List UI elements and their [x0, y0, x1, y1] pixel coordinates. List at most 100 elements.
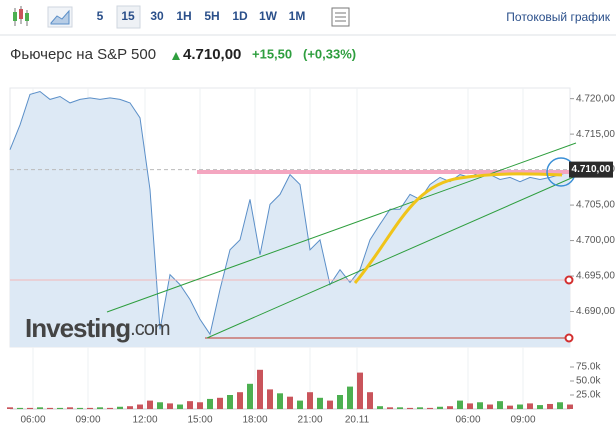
volume-bar: [137, 404, 143, 409]
volume-bar: [267, 389, 273, 409]
volume-bar: [307, 392, 313, 409]
volume-bar: [437, 406, 443, 409]
y-tick-label: 4.705,00: [576, 200, 615, 211]
volume-bar: [397, 407, 403, 409]
volume-bar: [447, 406, 453, 409]
last-price: 4.710,00: [183, 46, 241, 63]
volume-bar: [557, 402, 563, 409]
volume-bar: [247, 383, 253, 409]
stream-link[interactable]: Потоковый график: [506, 10, 610, 24]
interval-button[interactable]: 30: [150, 9, 164, 23]
volume-bar: [57, 407, 63, 409]
y2-tick-label: 75.0k: [576, 362, 601, 373]
interval-button[interactable]: 1M: [289, 9, 306, 23]
volume-bar: [77, 407, 83, 409]
y2-tick-label: 50.0k: [576, 376, 601, 387]
channel-lower: [206, 175, 577, 339]
volume-bar: [347, 386, 353, 409]
volume-bar: [277, 393, 283, 409]
volume-bar: [467, 403, 473, 409]
candle-icon[interactable]: [13, 6, 29, 26]
volume-bar: [457, 400, 463, 409]
y-tick-label: 4.715,00: [576, 129, 615, 140]
volume-bar: [357, 372, 363, 409]
volume-bar: [387, 407, 393, 409]
volume-bar: [147, 400, 153, 409]
volume-bar: [87, 407, 93, 409]
trend-curve: [353, 172, 563, 284]
interval-button[interactable]: 1H: [176, 9, 191, 23]
volume-bar: [27, 407, 33, 409]
watermark: Investing.com: [25, 313, 170, 343]
x-tick-label: 21:00: [297, 415, 322, 426]
volume-bar: [337, 395, 343, 409]
volume-bar: [197, 402, 203, 409]
volume-bar: [507, 405, 513, 409]
volume-bar: [117, 406, 123, 409]
x-tick-label: 18:00: [242, 415, 267, 426]
x-tick-label: 06:00: [455, 415, 480, 426]
price-change-pct: (+0,33%): [303, 46, 356, 61]
y-tick-label: 4.700,00: [576, 235, 615, 246]
volume-bar: [127, 406, 133, 409]
volume-bar: [287, 396, 293, 409]
price-area: [10, 91, 570, 347]
interval-button[interactable]: 5: [97, 9, 104, 23]
price-label-box: [569, 161, 613, 178]
x-tick-label: 12:00: [132, 415, 157, 426]
volume-bar: [167, 403, 173, 409]
y-tick-label: 4.690,00: [576, 306, 615, 317]
watermark-suffix: .com: [130, 318, 170, 340]
volume-bar: [547, 403, 553, 409]
x-tick-label: 20.11: [345, 415, 370, 426]
y2-tick-label: 25.0k: [576, 390, 601, 401]
up-arrow: [172, 52, 180, 60]
volume-bar: [227, 395, 233, 409]
volume-bar: [477, 402, 483, 409]
volume-bar: [217, 397, 223, 409]
volume-bar: [527, 403, 533, 409]
volume-bar: [157, 402, 163, 409]
watermark-main: Investing: [25, 313, 130, 343]
volume-bar: [567, 404, 573, 409]
volume-bar: [47, 407, 53, 409]
interval-button[interactable]: 5H: [204, 9, 219, 23]
volume-bar: [367, 392, 373, 409]
volume-bar: [37, 407, 43, 409]
volume-bar: [407, 407, 413, 409]
price-label: 4.710,00: [572, 164, 611, 175]
interval-button[interactable]: 15: [121, 9, 135, 23]
volume-bar: [417, 407, 423, 409]
volume-bar: [7, 407, 13, 409]
volume-bar: [497, 401, 503, 409]
price-change: +15,50: [252, 46, 292, 61]
area-icon[interactable]: [47, 6, 73, 28]
x-tick-label: 15:00: [187, 415, 212, 426]
volume-bar: [297, 400, 303, 409]
x-tick-label: 06:00: [20, 415, 45, 426]
instrument-name: Фьючерс на S&P 500: [10, 46, 156, 63]
volume-bar: [317, 397, 323, 409]
volume-bar: [327, 400, 333, 409]
volume-bar: [427, 407, 433, 409]
volume-bar: [517, 404, 523, 409]
x-tick-label: 09:00: [75, 415, 100, 426]
volume-bar: [207, 398, 213, 409]
grid-icon[interactable]: [331, 7, 350, 27]
volume-bar: [187, 401, 193, 409]
interval-button[interactable]: 1D: [232, 9, 248, 23]
volume-bar: [377, 406, 383, 409]
channel-upper: [106, 142, 577, 313]
volume-bar: [67, 407, 73, 409]
active-interval-box: [116, 5, 141, 29]
interval-button[interactable]: 1W: [259, 9, 278, 23]
volume-bar: [17, 407, 23, 409]
volume-bar: [177, 404, 183, 409]
x-tick-label: 09:00: [510, 415, 535, 426]
volume-bar: [237, 392, 243, 409]
volume-bar: [257, 369, 263, 409]
marker: [564, 275, 574, 285]
volume-bar: [107, 407, 113, 409]
volume-bar: [537, 405, 543, 409]
